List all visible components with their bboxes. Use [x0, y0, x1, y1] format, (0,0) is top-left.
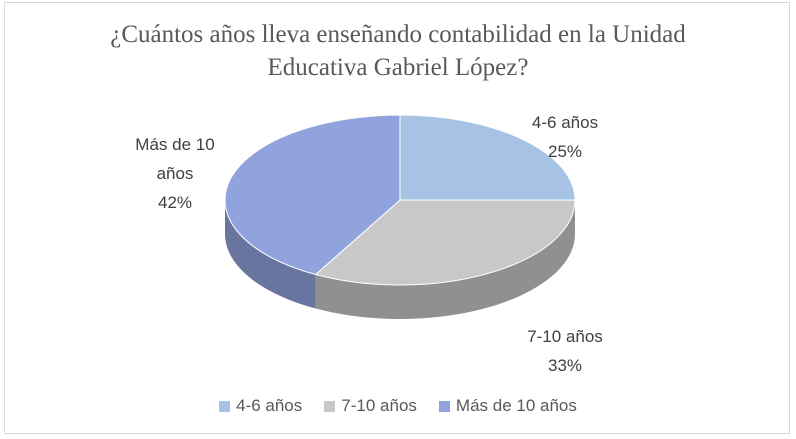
legend-label: Más de 10 años	[455, 396, 577, 415]
data-label: 4-6 años 25%	[510, 108, 620, 166]
pie-slice	[224, 114, 401, 276]
legend-label: 4-6 años	[236, 396, 303, 415]
legend-swatch	[324, 400, 336, 412]
pie-side	[225, 200, 316, 309]
data-label-value: 33%	[547, 356, 583, 375]
legend-swatch	[219, 400, 231, 412]
legend-item: Más de 10 años	[438, 396, 577, 416]
legend-label: 7-10 años	[341, 396, 417, 415]
data-label: Más de 10 años 42%	[120, 130, 230, 217]
data-label-value: 42%	[157, 193, 193, 212]
pie-slice	[399, 114, 576, 201]
chart-border	[4, 2, 790, 434]
legend-item: 7-10 años	[324, 396, 417, 416]
legend-swatch	[438, 400, 450, 412]
legend-item: 4-6 años	[219, 396, 302, 416]
legend: 4-6 años 7-10 años Más de 10 años	[0, 396, 796, 416]
data-label-category: 7-10 años	[527, 327, 603, 346]
pie-side	[315, 200, 575, 319]
data-label-category: Más de 10 años	[135, 135, 215, 183]
pie-slice	[314, 199, 576, 286]
data-label-category: 4-6 años	[531, 113, 599, 132]
chart-title: ¿Cuántos años lleva enseñando contabilid…	[110, 21, 686, 81]
data-label-value: 25%	[547, 142, 583, 161]
data-label: 7-10 años 33%	[510, 322, 620, 380]
